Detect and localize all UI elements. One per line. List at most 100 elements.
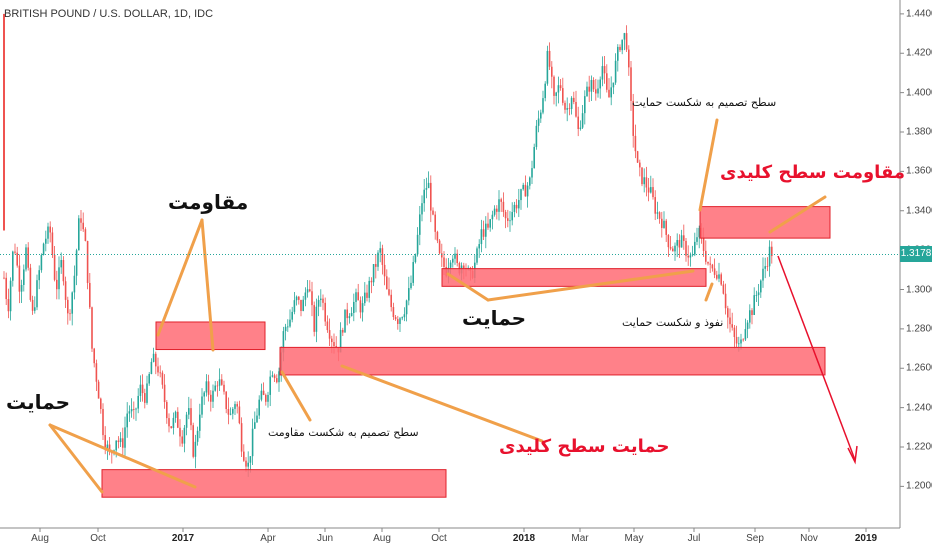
candle-body [196, 430, 199, 442]
candle-body [619, 46, 621, 51]
candle-body [711, 264, 714, 269]
candle-body [137, 395, 139, 409]
candle-body [443, 257, 445, 267]
candle-body [49, 226, 51, 233]
candle-body [247, 462, 249, 467]
candle-body [350, 312, 353, 317]
candle-body [128, 411, 131, 414]
candle-body [685, 240, 687, 256]
candle-body [62, 260, 65, 282]
candle-body [295, 296, 298, 301]
candle-body [364, 292, 366, 304]
candle-body [634, 135, 637, 152]
annotation-support-left: حمایت [6, 390, 71, 414]
projection-arrow-line [777, 255, 856, 461]
candle-body [555, 92, 557, 96]
candle-body [687, 255, 689, 258]
candle-body [665, 220, 667, 235]
candle-body [300, 299, 302, 311]
candle-body [766, 266, 769, 267]
candle-body [678, 239, 681, 248]
candle-body [245, 460, 247, 467]
candle-body [597, 88, 599, 94]
candle-body [383, 264, 386, 277]
candle-body [53, 254, 56, 280]
candle-body [146, 383, 148, 403]
annotation-connector [48, 423, 104, 494]
candle-body [223, 384, 225, 392]
candle-body [64, 281, 67, 300]
candle-body [324, 302, 326, 322]
x-tick-label: Oct [431, 533, 447, 544]
candle-body [584, 96, 586, 114]
candle-body [339, 329, 342, 353]
candle-body [203, 392, 205, 397]
candle-body [592, 79, 595, 90]
candle-body [727, 308, 729, 318]
candle-body [271, 375, 274, 377]
candle-body [430, 182, 432, 211]
candles-layer [3, 13, 773, 477]
candle-body [313, 305, 315, 332]
candle-body [729, 317, 731, 325]
candle-body [36, 280, 38, 308]
candle-body [60, 260, 62, 268]
candle-body [691, 254, 694, 256]
candle-body [126, 413, 128, 428]
candle-body [636, 151, 639, 163]
candle-body [504, 211, 507, 219]
candle-body [760, 280, 762, 293]
candle-body [368, 280, 370, 298]
candle-body [434, 214, 436, 232]
candle-body [672, 248, 674, 252]
candle-body [724, 293, 727, 309]
candle-body [650, 187, 652, 193]
candle-body [768, 246, 771, 267]
candle-body [489, 219, 491, 228]
candle-body [548, 50, 551, 67]
candle-body [531, 168, 533, 178]
candle-body [537, 118, 540, 126]
candle-body [326, 321, 329, 331]
candle-body [192, 425, 194, 457]
candle-body [14, 251, 16, 253]
zone-key-support [279, 346, 826, 376]
candle-body [399, 318, 401, 324]
candle-body [751, 310, 753, 315]
candle-body [738, 343, 740, 345]
x-tick-label: Aug [31, 533, 49, 544]
candle-body [740, 339, 742, 344]
candle-body [707, 261, 709, 264]
candle-body [221, 379, 223, 385]
candle-body [361, 303, 364, 313]
candle-body [456, 253, 458, 264]
candle-body [733, 327, 736, 338]
candle-body [698, 227, 700, 238]
candle-body [181, 436, 183, 444]
candle-body [56, 279, 58, 290]
candle-body [229, 413, 232, 415]
candle-body [513, 204, 516, 212]
candle-body [199, 414, 201, 431]
candle-body [449, 262, 452, 268]
candle-body [570, 97, 573, 109]
candle-body [86, 240, 89, 283]
candle-body [654, 197, 656, 214]
candle-body [599, 79, 601, 89]
y-tick-label: 1.4000 [906, 87, 932, 99]
candle-body [170, 426, 172, 429]
axes-layer [0, 0, 904, 532]
candle-body [212, 390, 214, 402]
candle-body [502, 201, 505, 212]
zone-support [441, 268, 707, 287]
candle-body [575, 101, 577, 117]
candle-body [579, 127, 582, 129]
candle-body [80, 218, 82, 223]
annotation-connector [704, 282, 714, 302]
candle-body [676, 239, 678, 246]
candle-body [141, 384, 144, 394]
candle-body [20, 284, 23, 292]
candle-body [425, 188, 428, 190]
candle-body [82, 222, 84, 230]
candle-body [546, 50, 549, 84]
